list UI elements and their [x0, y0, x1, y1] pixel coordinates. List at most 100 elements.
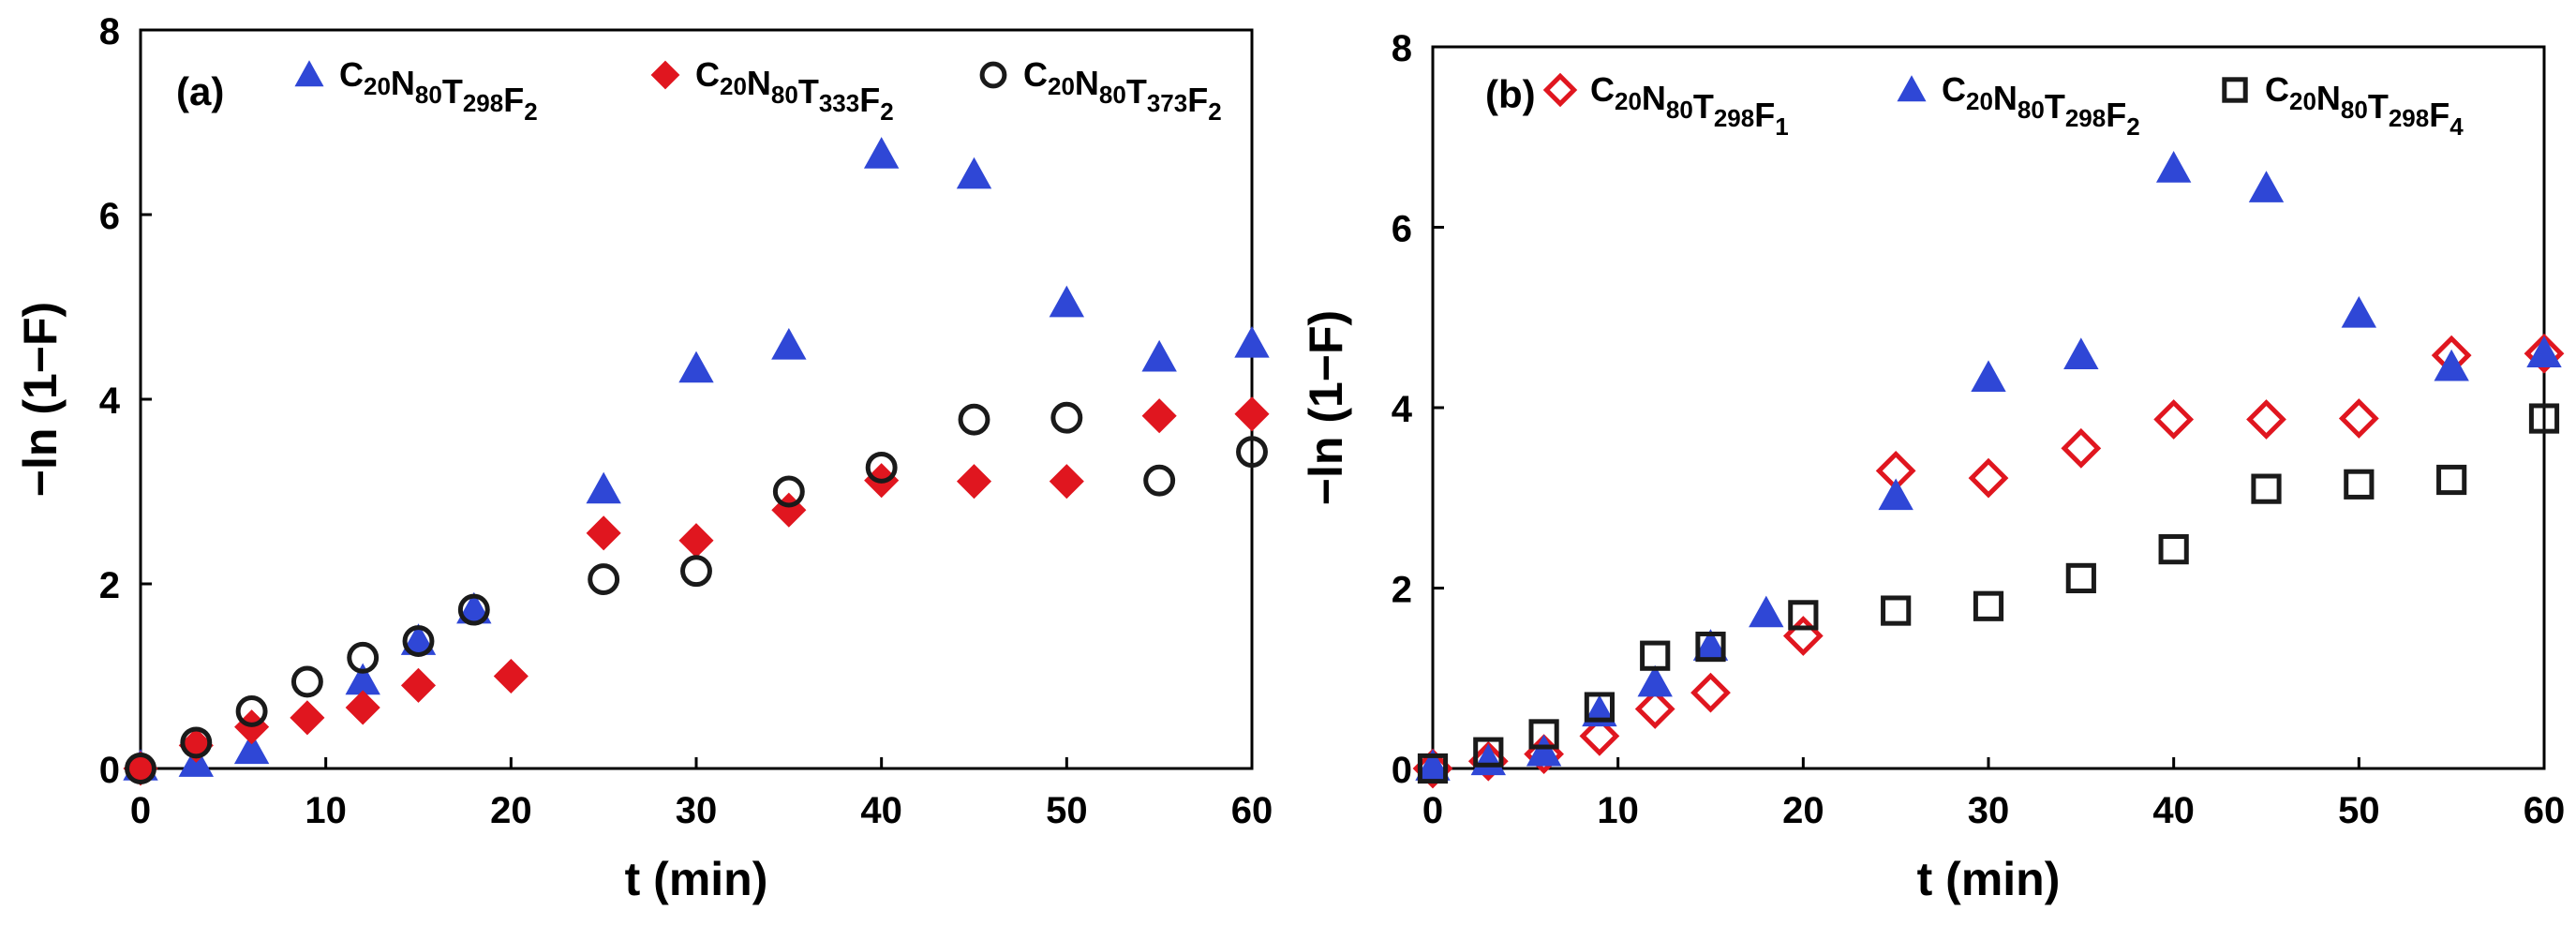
data-point — [2063, 337, 2099, 369]
legend-item: C20N80T298F2 — [294, 55, 538, 126]
x-tick-label: 10 — [305, 790, 347, 831]
data-point — [2158, 534, 2189, 565]
data-point — [1690, 672, 1731, 713]
data-point — [345, 690, 380, 725]
data-points — [123, 137, 1270, 786]
legend-element: C — [1942, 70, 1966, 109]
y-ticks: 0 2 4 6 8 — [1392, 28, 1444, 791]
data-point — [235, 694, 268, 727]
data-point — [771, 492, 807, 528]
legend-element: C — [1023, 55, 1048, 94]
y-tick-label: 4 — [1392, 389, 1413, 430]
legend-element: F — [1187, 81, 1208, 119]
legend-element: T — [2368, 87, 2389, 126]
data-point — [2526, 336, 2562, 368]
data-point — [1782, 616, 1824, 656]
legend-subscript: 333 — [819, 89, 859, 117]
legend-label: C20N80T333F2 — [695, 55, 894, 126]
legend-item: C20N80T373F2 — [979, 55, 1222, 126]
legend-subscript: 80 — [1099, 81, 1126, 109]
legend-label: C20N80T298F2 — [1942, 70, 2140, 141]
data-point — [1473, 737, 1504, 768]
series-circle — [125, 401, 1268, 784]
data-point — [493, 658, 529, 694]
legend-item: C20N80T298F4 — [2222, 70, 2464, 141]
data-point — [1788, 600, 1819, 631]
data-point — [1584, 692, 1616, 723]
data-point — [1526, 734, 1562, 767]
legend-label: C20N80T373F2 — [1023, 55, 1222, 126]
legend-marker — [294, 60, 324, 87]
data-points — [1412, 151, 2565, 789]
x-tick-label: 50 — [1046, 790, 1088, 831]
legend-element: T — [798, 72, 819, 111]
data-point — [586, 471, 621, 504]
legend-element: N — [1642, 79, 1666, 117]
data-point — [1968, 457, 2009, 499]
data-point — [2524, 333, 2565, 374]
legend-subscript: 298 — [1714, 104, 1754, 132]
legend-subscript: 1 — [1775, 112, 1788, 141]
legend-element: C — [695, 55, 720, 94]
data-point — [1143, 464, 1176, 497]
x-tick-label: 10 — [1597, 790, 1639, 831]
legend-subscript: 2 — [1208, 97, 1221, 126]
x-tick-label: 40 — [860, 790, 902, 831]
data-point — [347, 641, 380, 674]
legend-element: N — [1075, 64, 1099, 102]
x-tick-label: 60 — [2524, 790, 2566, 831]
data-point — [1634, 689, 1675, 729]
data-point — [1878, 478, 1913, 511]
data-point — [290, 700, 325, 736]
legend-subscript: 2 — [880, 97, 893, 126]
data-point — [678, 351, 714, 383]
legend-subscript: 20 — [2289, 87, 2316, 115]
legend-subscript: 20 — [364, 72, 391, 100]
data-point — [680, 555, 712, 588]
legend-subscript: 80 — [415, 81, 442, 109]
data-point — [2434, 349, 2469, 381]
x-axis-label: t (min) — [1917, 853, 2061, 905]
data-point — [1579, 715, 1620, 756]
y-tick-label: 0 — [99, 750, 120, 791]
y-axis-label: −ln (1−F) — [14, 302, 67, 497]
data-point — [771, 327, 807, 360]
y-tick-label: 8 — [1392, 28, 1412, 69]
legend-element: N — [1993, 79, 2018, 117]
data-point — [180, 726, 213, 759]
data-point — [2338, 398, 2379, 439]
legend-marker — [1897, 75, 1927, 102]
legend-subscript: 80 — [1666, 96, 1693, 124]
data-point — [865, 451, 898, 484]
legend-subscript: 4 — [2449, 112, 2464, 141]
legend-subscript: 80 — [771, 81, 798, 109]
data-point — [1749, 595, 1784, 628]
legend-element: F — [1754, 96, 1775, 134]
data-point — [290, 665, 323, 698]
data-point — [1881, 595, 1912, 626]
data-point — [2061, 427, 2102, 469]
data-point — [2251, 473, 2282, 504]
data-point — [1971, 360, 2006, 393]
data-point — [1141, 398, 1177, 434]
data-point — [2155, 151, 2192, 183]
x-tick-label: 30 — [676, 790, 718, 831]
data-point — [457, 593, 490, 626]
legend-element: T — [1693, 87, 1714, 126]
legend-subscript: 20 — [1048, 72, 1075, 100]
data-point — [772, 475, 805, 508]
legend-element: N — [747, 64, 771, 102]
legend-element: C — [2265, 70, 2289, 109]
data-point — [1236, 436, 1268, 469]
legend-element: C — [1590, 70, 1615, 109]
y-tick-label: 0 — [1392, 750, 1412, 791]
legend-label: C20N80T298F4 — [2265, 70, 2464, 141]
x-tick-label: 40 — [2152, 790, 2195, 831]
data-point — [1141, 339, 1177, 372]
legend-item: C20N80T333F2 — [650, 55, 894, 126]
data-point — [2153, 399, 2195, 440]
x-tick-label: 20 — [1782, 790, 1824, 831]
data-point — [1695, 631, 1726, 663]
